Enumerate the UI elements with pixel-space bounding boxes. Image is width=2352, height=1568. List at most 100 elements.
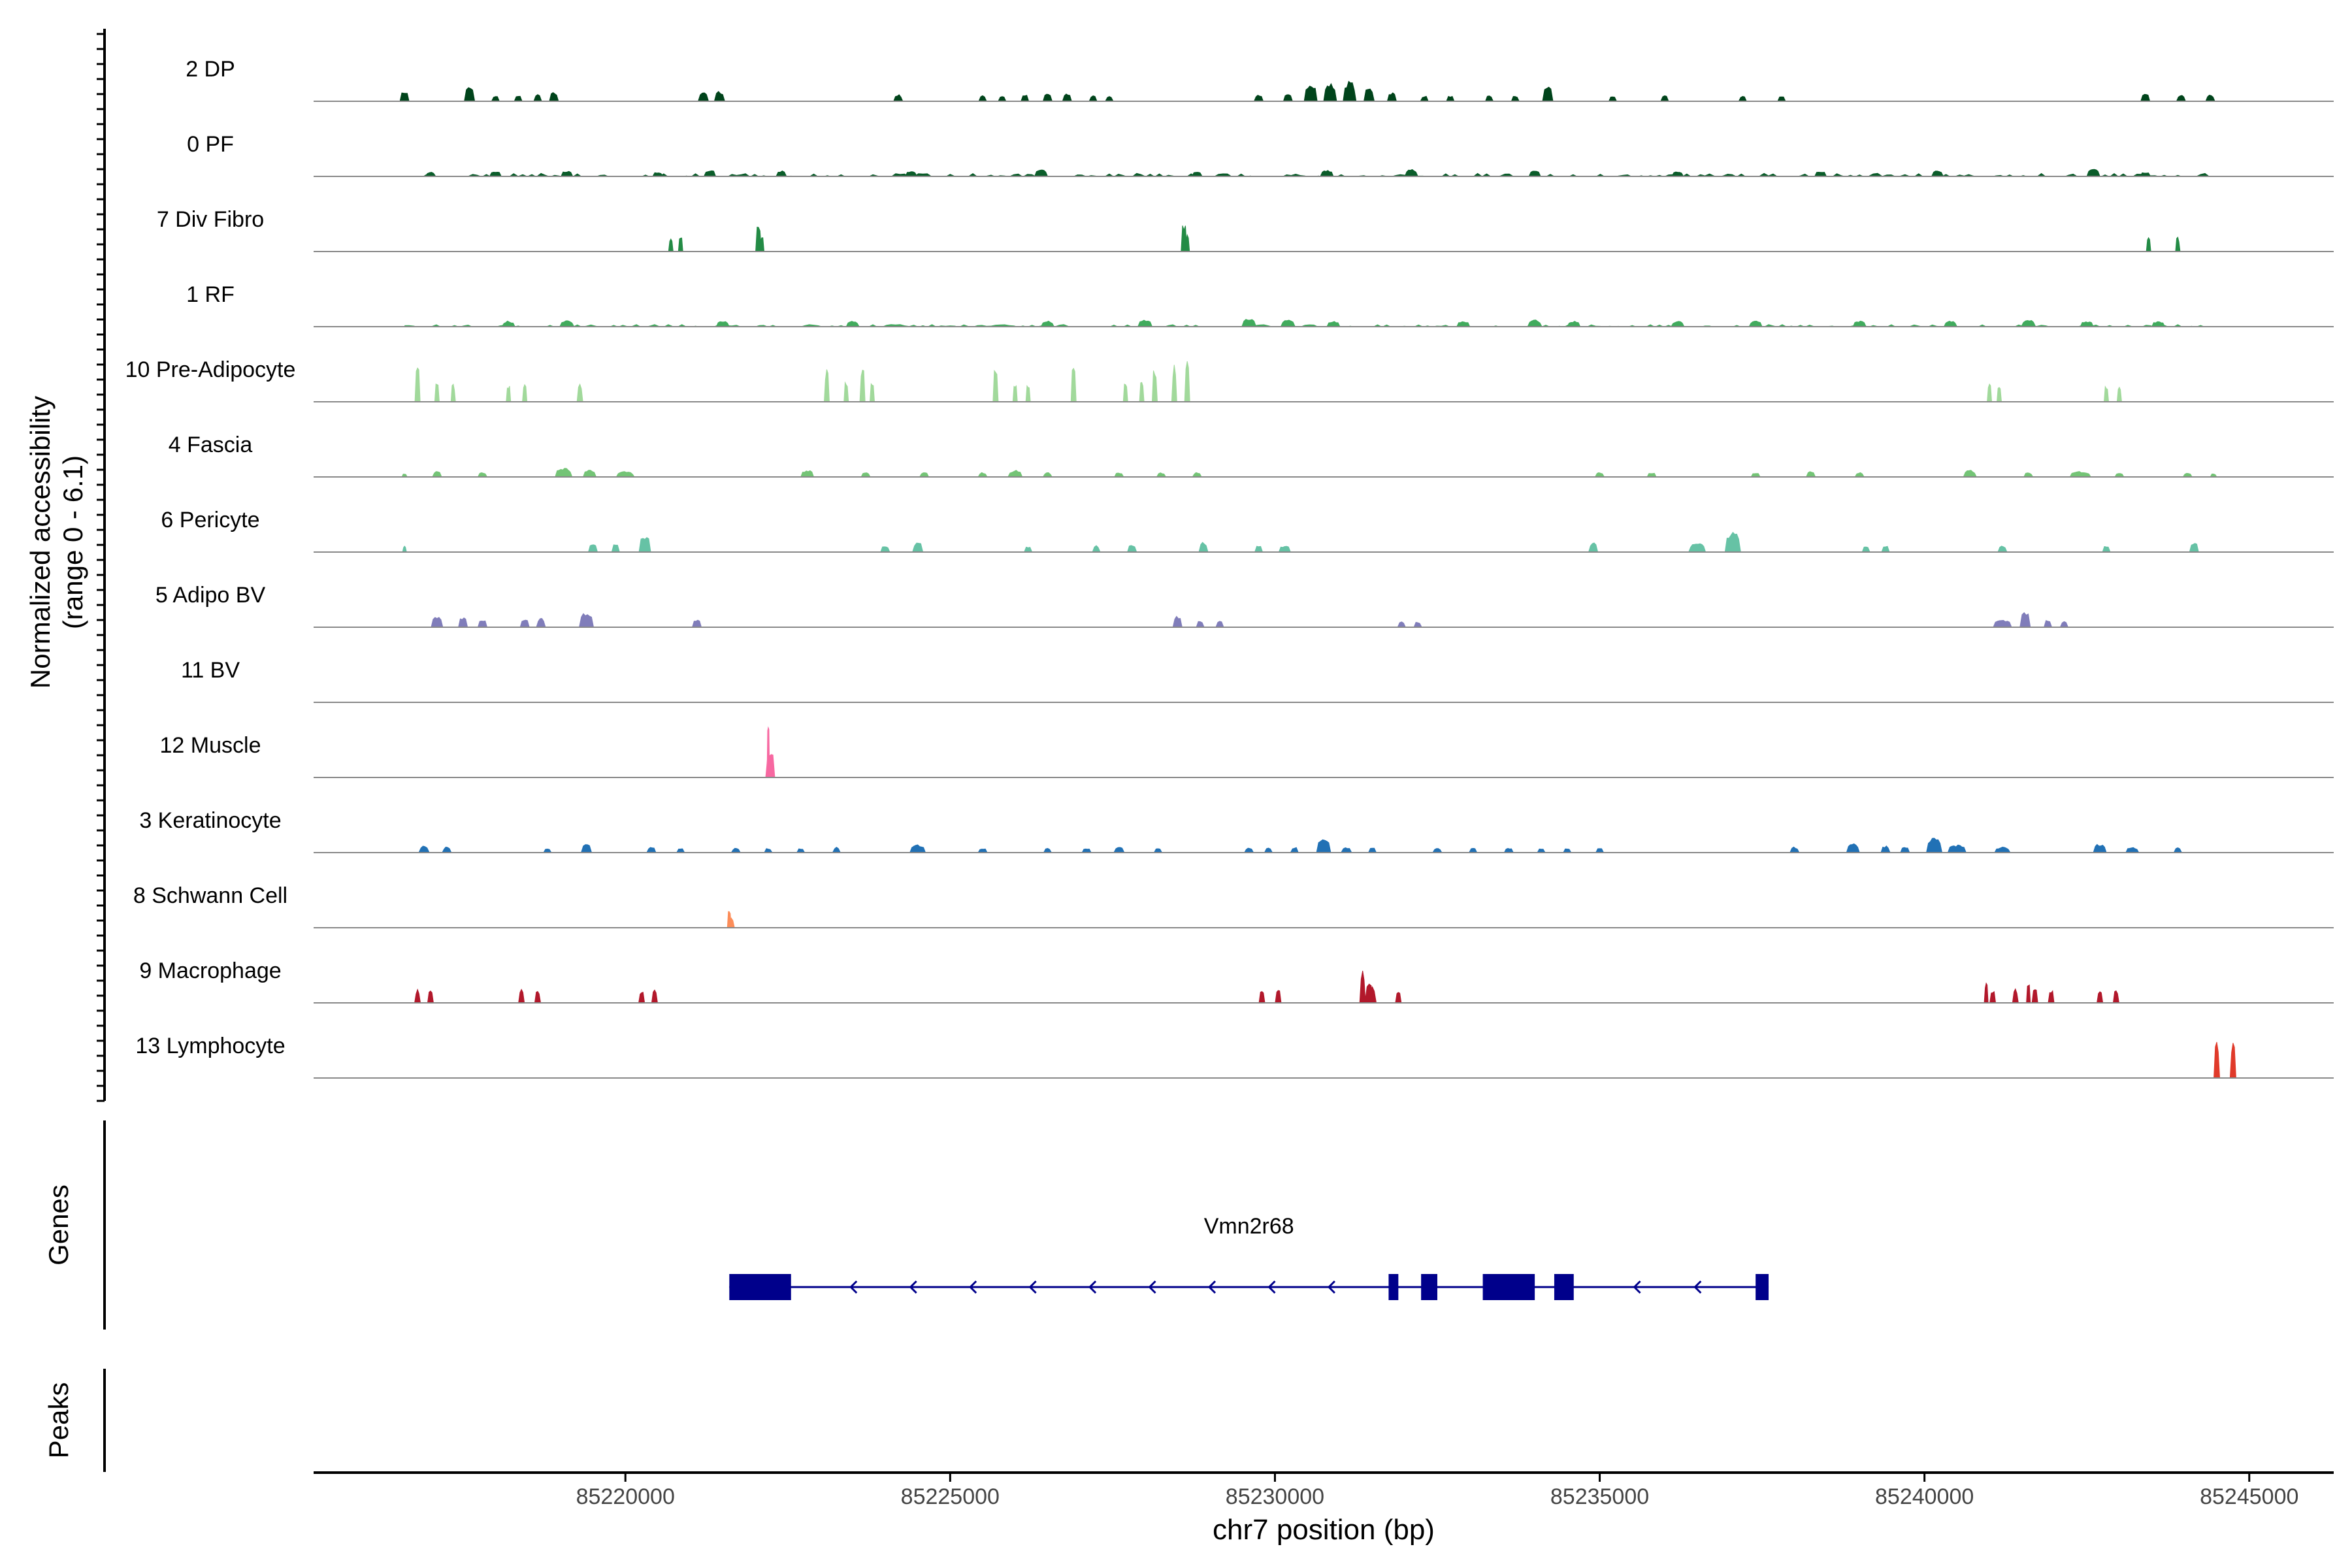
coverage-peak-4-fascia-4 bbox=[582, 470, 597, 478]
coverage-peak-3-keratinocyte-36 bbox=[2125, 847, 2140, 853]
track-12-muscle: 12 Muscle bbox=[160, 726, 2334, 778]
coverage-peak-9-macrophage-15 bbox=[2026, 984, 2031, 1004]
coverage-peak-6-pericyte-13 bbox=[1688, 543, 1707, 553]
coverage-peak-1-rf-18 bbox=[2151, 321, 2166, 327]
coverage-peak-0-pf-10 bbox=[1404, 169, 1418, 177]
gene-strand-arrow bbox=[1088, 1280, 1097, 1294]
coverage-peak-0-pf-1 bbox=[489, 171, 502, 177]
coverage-peak-4-fascia-20 bbox=[1963, 470, 1978, 478]
track-9-macrophage: 9 Macrophage bbox=[139, 958, 2334, 1004]
coverage-peak-1-rf-13 bbox=[1748, 320, 1763, 327]
coverage-peak-0-pf-2 bbox=[561, 171, 574, 177]
coverage-peak-0-pf-14 bbox=[1931, 171, 1944, 177]
track-3-keratinocyte: 3 Keratinocyte bbox=[139, 808, 2334, 853]
coverage-peak-1-rf-6 bbox=[1241, 319, 1257, 327]
gene-strand-arrow bbox=[1028, 1280, 1037, 1294]
coverage-peak-0-pf-13 bbox=[1814, 171, 1827, 177]
coverage-peak-4-fascia-6 bbox=[800, 470, 815, 478]
coverage-peak-3-keratinocyte-10 bbox=[909, 844, 926, 853]
coverage-peak-6-pericyte-11 bbox=[1278, 546, 1292, 553]
track-10-pre-adipocyte: 10 Pre-Adipocyte bbox=[125, 357, 2334, 402]
track-label-5-adipo-bv: 5 Adipo BV bbox=[155, 583, 266, 608]
coverage-peak-3-keratinocyte-29 bbox=[1846, 843, 1860, 853]
coverage-peak-1-rf-2 bbox=[715, 321, 730, 327]
coverage-peak-1-rf-12 bbox=[1671, 321, 1685, 327]
peaks-track: Peaks bbox=[43, 1369, 106, 1472]
coverage-peak-1-rf-1 bbox=[559, 320, 575, 327]
coverage-peak-1-rf-15 bbox=[1943, 321, 1958, 327]
gene-strand-arrow bbox=[1148, 1280, 1156, 1294]
accessibility-tracks: 2 DP 0 PF 7 Div Fibro 1 RF 10 Pre-Adipocyte 4… bbox=[125, 57, 2334, 1079]
track-label-13-lymphocyte: 13 Lymphocyte bbox=[135, 1034, 285, 1058]
track-7-div-fibro: 7 Div Fibro bbox=[157, 207, 2334, 252]
track-6-pericyte: 6 Pericyte bbox=[161, 508, 2334, 553]
coverage-peak-1-rf-0 bbox=[501, 320, 516, 327]
track-label-9-macrophage: 9 Macrophage bbox=[139, 958, 281, 983]
y-axis-range-label: (range 0 - 6.1) bbox=[57, 455, 88, 629]
track-2-dp: 2 DP bbox=[186, 57, 2334, 102]
track-13-lymphocyte: 13 Lymphocyte bbox=[135, 1034, 2334, 1079]
x-axis-tick-label-0: 85220000 bbox=[576, 1484, 675, 1509]
coverage-peak-1-rf-16 bbox=[2020, 319, 2036, 327]
coverage-peak-0-pf-15 bbox=[2086, 169, 2100, 177]
coverage-peak-1-rf-7 bbox=[1280, 319, 1296, 327]
x-axis-tick-label-5: 85245000 bbox=[2200, 1484, 2298, 1509]
track-8-schwann-cell: 8 Schwann Cell bbox=[133, 883, 2334, 928]
x-axis-tick-label-3: 85235000 bbox=[1550, 1484, 1649, 1509]
coverage-peak-5-adipo-bv-12 bbox=[1993, 619, 2012, 628]
x-axis: chr7 position (bp) 85220000 85225000 85230… bbox=[314, 1471, 2334, 1546]
x-axis-tick-label-4: 85240000 bbox=[1875, 1484, 1974, 1509]
coverage-peak-10-pre-adipocyte-11 bbox=[1012, 385, 1018, 402]
gene-strand-arrow bbox=[1327, 1280, 1336, 1294]
track-label-0-pf: 0 PF bbox=[187, 132, 234, 157]
x-axis-tick-label-2: 85230000 bbox=[1226, 1484, 1324, 1509]
coverage-peak-2-dp-19 bbox=[1323, 82, 1337, 102]
coverage-peak-1-rf-3 bbox=[845, 321, 860, 327]
x-axis-label: chr7 position (bp) bbox=[1213, 1514, 1435, 1546]
coverage-peak-6-pericyte-14 bbox=[1724, 532, 1741, 553]
track-label-2-dp: 2 DP bbox=[186, 57, 235, 82]
coverage-peak-6-pericyte-3 bbox=[638, 537, 651, 553]
gene-exon-4 bbox=[1554, 1274, 1574, 1300]
coverage-peak-4-fascia-22 bbox=[2069, 471, 2092, 478]
coverage-peak-4-fascia-3 bbox=[555, 468, 573, 478]
track-1-rf: 1 RF bbox=[186, 282, 2334, 327]
track-label-10-pre-adipocyte: 10 Pre-Adipocyte bbox=[125, 357, 296, 382]
coverage-peak-2-dp-20 bbox=[1343, 80, 1357, 102]
track-4-fascia: 4 Fascia bbox=[169, 433, 2334, 478]
track-label-3-keratinocyte: 3 Keratinocyte bbox=[139, 808, 281, 833]
coverage-peak-0-pf-11 bbox=[1528, 171, 1541, 177]
track-5-adipo-bv: 5 Adipo BV bbox=[155, 583, 2334, 628]
genes-track: Genes Vmn2r68 bbox=[43, 1120, 1769, 1330]
coverage-peak-3-keratinocyte-35 bbox=[2093, 843, 2107, 853]
coverage-background-1-rf bbox=[404, 324, 2211, 327]
coverage-peak-1-rf-17 bbox=[2080, 321, 2094, 327]
track-0-pf: 0 PF bbox=[187, 132, 2334, 177]
coverage-peak-0-pf-4 bbox=[703, 170, 717, 177]
coverage-peak-3-keratinocyte-19 bbox=[1316, 839, 1331, 853]
gene-strand-arrow bbox=[909, 1280, 917, 1294]
x-axis-tick-label-1: 85225000 bbox=[901, 1484, 1000, 1509]
y-axis: Normalized accessibility (range 0 - 6.1) bbox=[25, 29, 106, 1102]
gene-strand-arrow bbox=[1207, 1280, 1217, 1294]
track-label-4-fascia: 4 Fascia bbox=[169, 433, 253, 457]
coverage-peak-1-rf-11 bbox=[1566, 321, 1581, 327]
gene-strand-arrow bbox=[1633, 1280, 1641, 1294]
gene-strand-arrow bbox=[1693, 1280, 1702, 1294]
track-label-1-rf: 1 RF bbox=[186, 282, 235, 307]
gene-exon-2 bbox=[1421, 1274, 1437, 1300]
coverage-peak-1-rf-10 bbox=[1527, 319, 1543, 327]
track-label-6-pericyte: 6 Pericyte bbox=[161, 508, 259, 532]
coverage-peak-5-adipo-bv-0 bbox=[431, 617, 444, 628]
y-axis-label: Normalized accessibility bbox=[25, 396, 56, 689]
track-11-bv: 11 BV bbox=[181, 658, 2334, 703]
gene-strand-arrow bbox=[849, 1280, 858, 1294]
gene-name-label: Vmn2r68 bbox=[1204, 1214, 1294, 1239]
coverage-peak-2-dp-0 bbox=[399, 92, 410, 102]
genes-track-label: Genes bbox=[43, 1184, 74, 1266]
coverage-peak-1-rf-4 bbox=[1040, 320, 1055, 327]
coverage-peak-0-pf-9 bbox=[1320, 170, 1334, 177]
track-label-8-schwann-cell: 8 Schwann Cell bbox=[133, 883, 287, 908]
peaks-track-label: Peaks bbox=[43, 1382, 74, 1459]
coverage-peak-3-keratinocyte-33 bbox=[1947, 844, 1967, 853]
